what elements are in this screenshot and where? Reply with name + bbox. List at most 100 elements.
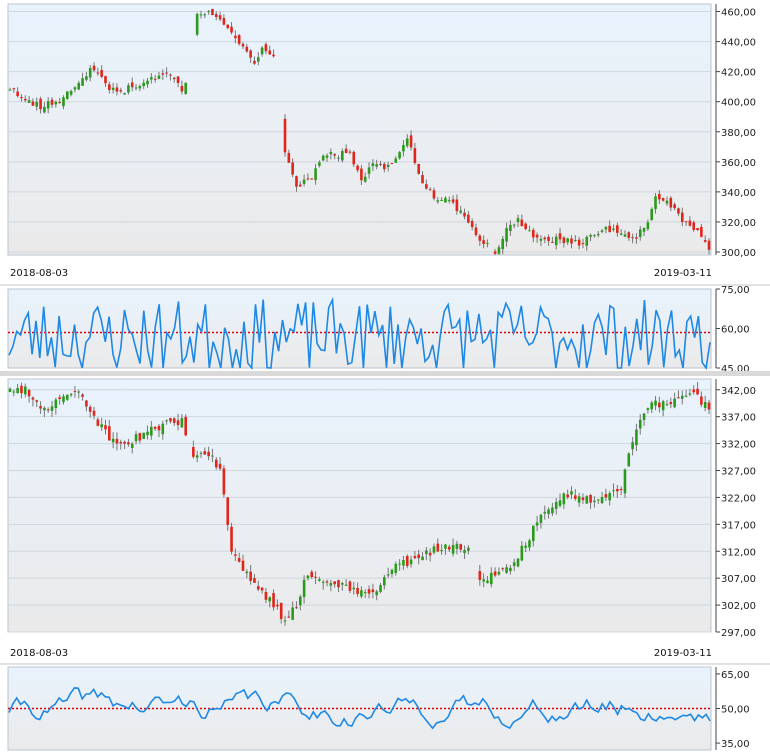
candle-up bbox=[543, 511, 547, 514]
candle-down bbox=[325, 581, 329, 583]
candle-down bbox=[172, 418, 176, 423]
candle-down bbox=[20, 385, 23, 394]
candle-down bbox=[707, 240, 711, 250]
candle-down bbox=[371, 589, 375, 593]
candle-up bbox=[65, 91, 69, 99]
candles-1 bbox=[8, 8, 711, 255]
candle-up bbox=[65, 394, 69, 400]
candle-up bbox=[650, 208, 654, 221]
candle-down bbox=[558, 233, 562, 240]
y-tick-label: 340,00 bbox=[721, 188, 756, 199]
candle-down bbox=[447, 546, 451, 550]
candle-up bbox=[77, 82, 81, 90]
candle-up bbox=[184, 82, 188, 94]
candle-down bbox=[100, 70, 103, 77]
candle-down bbox=[367, 589, 371, 594]
candle-up bbox=[520, 545, 524, 561]
candle-up bbox=[161, 423, 165, 435]
candle-up bbox=[306, 575, 310, 579]
candle-down bbox=[249, 50, 252, 58]
candle-up bbox=[505, 228, 508, 242]
candle-down bbox=[688, 220, 692, 226]
candle-down bbox=[298, 184, 302, 187]
candle-down bbox=[616, 225, 619, 233]
candle-down bbox=[413, 148, 417, 163]
candle-down bbox=[543, 237, 547, 240]
candle-down bbox=[356, 587, 359, 594]
candle-up bbox=[402, 144, 405, 152]
candle-up bbox=[50, 406, 54, 411]
candle-down bbox=[669, 401, 673, 405]
candle-up bbox=[134, 87, 138, 89]
y-tick-label: 360,00 bbox=[721, 158, 756, 169]
candle-up bbox=[268, 597, 272, 602]
candle-down bbox=[428, 189, 432, 191]
candle-down bbox=[421, 175, 424, 184]
candle-down bbox=[234, 35, 237, 39]
candle-up bbox=[646, 408, 650, 410]
candle-up bbox=[283, 620, 287, 622]
candle-up bbox=[260, 47, 264, 55]
y-tick-label: 317,00 bbox=[721, 520, 756, 531]
candle-down bbox=[547, 236, 550, 242]
price-chart-1: 460,00 440,00 420,00 400,00 380,00 360,00 340,… bbox=[7, 3, 756, 279]
candle-down bbox=[272, 54, 275, 57]
candle-up bbox=[23, 386, 27, 395]
candle-down bbox=[451, 199, 455, 203]
candle-down bbox=[459, 544, 463, 550]
candle-down bbox=[260, 587, 264, 591]
candles-2 bbox=[8, 381, 711, 626]
candle-down bbox=[203, 451, 207, 455]
candle-down bbox=[520, 219, 524, 227]
candle-up bbox=[142, 82, 145, 87]
candle-down bbox=[383, 163, 386, 170]
panel-separator bbox=[0, 371, 770, 376]
y-tick-label: 322,00 bbox=[721, 493, 756, 504]
candle-down bbox=[310, 571, 314, 578]
candle-up bbox=[329, 151, 333, 155]
date-start-2: 2018-08-03 bbox=[10, 648, 68, 659]
candle-down bbox=[409, 135, 413, 148]
candle-up bbox=[207, 11, 210, 13]
candle-up bbox=[157, 75, 161, 79]
candle-down bbox=[360, 168, 363, 181]
candle-down bbox=[88, 406, 92, 412]
candle-up bbox=[623, 469, 627, 494]
candle-up bbox=[425, 550, 428, 555]
candle-down bbox=[696, 228, 699, 231]
candle-up bbox=[199, 14, 203, 16]
candle-up bbox=[612, 490, 615, 492]
candle-down bbox=[661, 198, 665, 201]
candle-down bbox=[50, 99, 54, 105]
candle-down bbox=[237, 35, 241, 44]
candle-up bbox=[467, 547, 470, 551]
candle-up bbox=[43, 106, 46, 113]
candle-down bbox=[581, 243, 585, 245]
candle-up bbox=[631, 442, 634, 450]
candle-down bbox=[253, 578, 256, 583]
candle-up bbox=[43, 407, 46, 411]
candle-down bbox=[176, 76, 180, 83]
candle-down bbox=[230, 26, 233, 33]
candle-down bbox=[237, 558, 241, 562]
oscillator-line-2 bbox=[8, 687, 711, 730]
candle-down bbox=[432, 190, 436, 199]
candle-up bbox=[54, 399, 58, 408]
candle-down bbox=[700, 396, 703, 405]
y-ticks-2: 75,00 60,00 45,00 bbox=[716, 285, 750, 375]
candle-up bbox=[146, 431, 149, 436]
y-tick-label: 60,00 bbox=[721, 325, 750, 336]
candle-up bbox=[623, 234, 627, 237]
candle-up bbox=[321, 155, 325, 161]
candle-up bbox=[703, 401, 707, 409]
candle-down bbox=[27, 390, 31, 397]
candle-up bbox=[432, 546, 436, 553]
y-tick-label: 380,00 bbox=[721, 128, 756, 139]
candle-down bbox=[478, 571, 482, 580]
y-tick-label: 332,00 bbox=[721, 440, 756, 451]
y-tick-label: 302,00 bbox=[721, 601, 756, 612]
candle-down bbox=[119, 441, 123, 444]
candle-up bbox=[85, 76, 88, 80]
date-end-2: 2019-03-11 bbox=[654, 648, 712, 659]
candle-up bbox=[646, 222, 650, 229]
